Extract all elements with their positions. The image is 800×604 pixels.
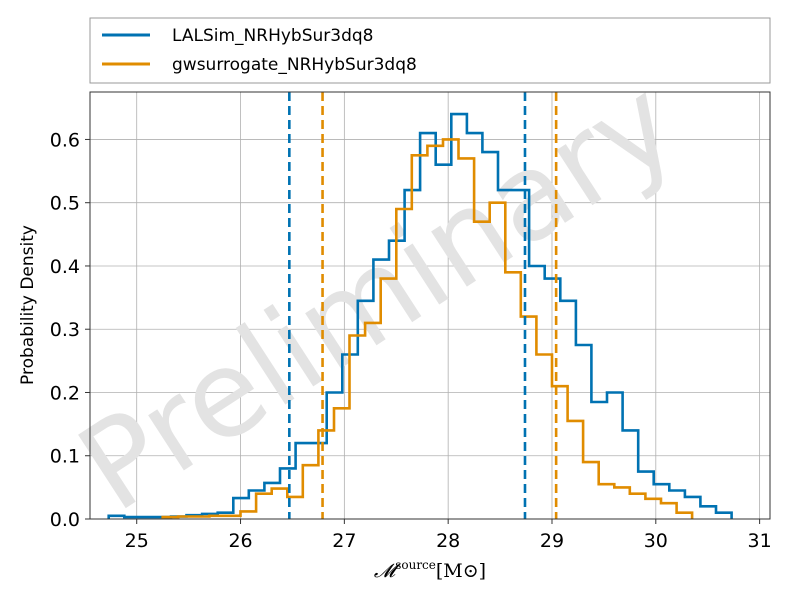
histogram-lalsim: [107, 112, 733, 519]
x-axis-title-symbol: 𝓜: [374, 560, 401, 582]
legend-frame: [89, 17, 771, 84]
y-tick-label: 0.5: [50, 193, 80, 215]
histogram-gwsurrogate: [161, 138, 694, 519]
x-axis-title-superscript: source: [395, 558, 436, 572]
y-tick-label: 0.2: [50, 382, 80, 404]
x-tick-label: 29: [540, 530, 564, 552]
plot-frame: [89, 91, 771, 520]
y-axis-ticks: 0.0 0.1 0.2 0.3 0.4 0.5 0.6: [50, 129, 90, 531]
series-layer: [107, 112, 733, 519]
x-tick-label: 27: [332, 530, 356, 552]
x-tick-label: 25: [125, 530, 149, 552]
y-tick-label: 0.3: [50, 319, 80, 341]
y-axis-title: Probability Density: [18, 225, 38, 385]
x-axis-ticks: 25 26 27 28 29 30 31: [125, 519, 772, 552]
credible-interval-lines: [288, 92, 558, 519]
y-tick-label: 0.6: [50, 129, 80, 151]
x-tick-label: 26: [228, 530, 252, 552]
y-tick-label: 0.4: [50, 256, 80, 278]
legend-label-gwsurrogate: gwsurrogate_NRHybSur3dq8: [172, 55, 417, 75]
legend-label-lalsim: LALSim_NRHybSur3dq8: [172, 26, 373, 46]
legend: LALSim_NRHybSur3dq8 gwsurrogate_NRHybSur…: [89, 17, 771, 84]
y-tick-label: 0.1: [50, 446, 80, 468]
x-axis-title: 𝓜source[M⊙]: [374, 558, 486, 582]
x-axis-title-units: [M⊙]: [436, 560, 486, 582]
x-tick-label: 28: [436, 530, 460, 552]
x-tick-label: 30: [644, 530, 668, 552]
y-tick-label: 0.0: [50, 509, 80, 531]
x-tick-label: 31: [748, 530, 772, 552]
